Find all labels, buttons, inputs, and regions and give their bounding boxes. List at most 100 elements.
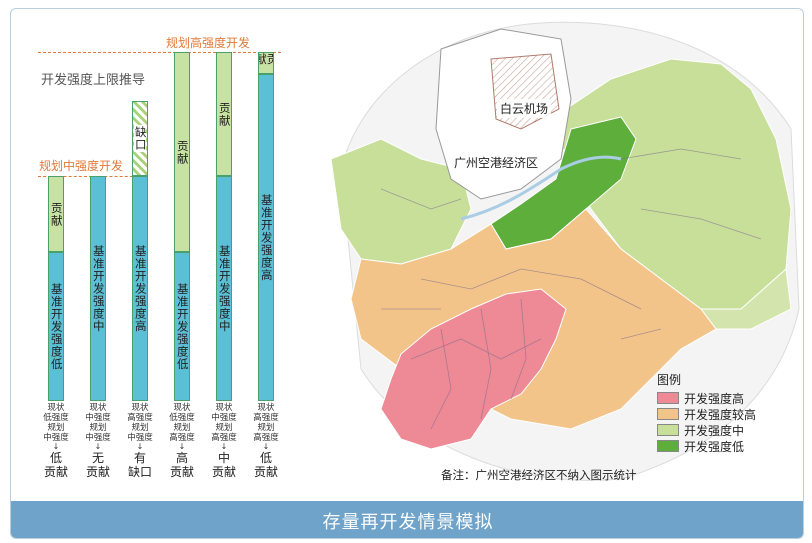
bar-5-base-segment-label: 基准开发强度中 (217, 244, 232, 333)
legend-label: 开发强度低 (684, 439, 745, 454)
legend-item: 开发强度高 (657, 390, 797, 406)
legend-label: 开发强度中 (684, 423, 745, 438)
caption-result: 低 (49, 451, 62, 465)
banner-title: 存量再开发情景模拟 (322, 511, 494, 533)
region-high-intensity (380, 288, 567, 450)
bar-6-caption: 现状 高强度 规划 高强度 ↓ 低贡献 (246, 403, 286, 479)
caption-line: 现状 (215, 403, 233, 413)
bar-4-contribution-segment: 贡献 (174, 52, 190, 252)
caption-line: 高强度 (253, 433, 279, 443)
bar-3-base-segment-label: 基准开发强度高 (133, 244, 148, 333)
caption-result: 缺口 (127, 465, 152, 479)
legend-item: 开发强度较高 (657, 406, 797, 422)
map-note: 备注：广州空港经济区不纳入图示统计 (441, 468, 637, 482)
legend-item: 开发强度低 (657, 438, 797, 454)
caption-result: 贡献 (169, 465, 194, 479)
bar-6-contribution-segment: 贡献 (258, 52, 274, 74)
caption-line: 高强度 (127, 413, 153, 423)
legend-swatch (657, 424, 679, 436)
bar-1-contribution-segment: 贡献 (48, 176, 64, 252)
caption-result: 高 (175, 451, 188, 465)
caption-line: 中强度 (85, 413, 111, 423)
bar-1-contribution-segment-label: 贡献 (49, 201, 64, 227)
caption-result: 贡献 (43, 465, 68, 479)
caption-result: 有 (133, 451, 146, 465)
caption-line: 现状 (173, 403, 191, 413)
airport-label: 白云机场 (497, 99, 552, 118)
caption-result: 中 (217, 451, 230, 465)
map-legend: 图例 开发强度高 开发强度较高 开发强度中 开发强度低 (657, 371, 797, 454)
down-arrow-icon: ↓ (52, 442, 60, 451)
legend-swatch (657, 392, 679, 404)
district-boundaries (380, 148, 762, 430)
legend-label: 开发强度高 (684, 391, 745, 406)
diagram-title: 开发强度上限推导 (41, 73, 146, 88)
caption-line: 中强度 (127, 433, 153, 443)
bar-2-base-segment-label: 基准开发强度中 (91, 244, 106, 333)
caption-line: 高强度 (169, 433, 195, 443)
bar-5-contribution-segment-label: 贡献 (217, 101, 232, 127)
district-map: 白云机场 广州空港经济区 图例 开发强度高 开发强度较高 开发强度中 开发强度低 备注… (321, 9, 803, 499)
bar-6-base-segment: 基准开发强度高 (258, 74, 274, 401)
bar-4-caption: 现状 低强度 规划 高强度 ↓ 高贡献 (162, 403, 202, 479)
bar-4-contribution-segment-label: 贡献 (175, 139, 190, 165)
legend-items: 开发强度高 开发强度较高 开发强度中 开发强度低 (657, 390, 797, 454)
caption-result: 低 (259, 451, 272, 465)
caption-result: 贡献 (211, 465, 236, 479)
caption-line: 高强度 (211, 433, 237, 443)
bar-3-base-segment: 基准开发强度高 (132, 176, 148, 401)
intensity-derivation-diagram: 规划高强度开发 开发强度上限推导 规划中强度开发 基准开发强度低 贡献 基准开发强度… (11, 9, 311, 499)
bar-4-base-segment-label: 基准开发强度低 (175, 282, 190, 371)
bar-3-caption: 现状 高强度 规划 中强度 ↓ 有缺口 (120, 403, 160, 479)
caption-line: 低强度 (43, 413, 69, 423)
caption-line: 现状 (131, 403, 149, 413)
caption-line: 低强度 (169, 413, 195, 423)
figure-frame: 规划高强度开发 开发强度上限推导 规划中强度开发 基准开发强度低 贡献 基准开发强度… (10, 8, 804, 539)
down-arrow-icon: ↓ (220, 442, 228, 451)
caption-result: 贡献 (85, 465, 110, 479)
bottom-banner: 存量再开发情景模拟 (11, 501, 803, 538)
bar-1-caption: 现状 低强度 规划 中强度 ↓ 低贡献 (36, 403, 76, 479)
bar-5-base-segment: 基准开发强度中 (216, 176, 232, 401)
caption-line: 规划 (47, 423, 65, 433)
down-arrow-icon: ↓ (94, 442, 102, 451)
legend-swatch (657, 408, 679, 420)
region-mid-intensity-west (330, 138, 472, 265)
caption-line: 现状 (89, 403, 107, 413)
bar-4-base-segment: 基准开发强度低 (174, 252, 190, 401)
caption-line: 规划 (257, 423, 275, 433)
high-intensity-level-label: 规划高强度开发 (166, 36, 251, 50)
caption-line: 中强度 (43, 433, 69, 443)
down-arrow-icon: ↓ (262, 442, 270, 451)
legend-swatch (657, 440, 679, 452)
caption-line: 中强度 (211, 413, 237, 423)
bar-3-gap-segment-label: 缺口 (133, 125, 148, 152)
caption-line: 规划 (89, 423, 107, 433)
bar-3-gap-segment: 缺口 (132, 101, 148, 176)
caption-line: 规划 (173, 423, 191, 433)
bar-1-base-segment-label: 基准开发强度低 (49, 282, 64, 371)
caption-line: 中强度 (85, 433, 111, 443)
bar-6-base-segment-label: 基准开发强度高 (259, 193, 274, 282)
mid-intensity-level-line (38, 176, 138, 177)
river (460, 155, 622, 221)
bar-5-caption: 现状 中强度 规划 高强度 ↓ 中贡献 (204, 403, 244, 479)
caption-line: 高强度 (253, 413, 279, 423)
caption-result: 贡献 (253, 465, 278, 479)
bar-1-base-segment: 基准开发强度低 (48, 252, 64, 401)
high-intensity-level-line (38, 52, 281, 53)
bar-5-contribution-segment: 贡献 (216, 52, 232, 176)
mid-intensity-level-label: 规划中强度开发 (39, 159, 124, 173)
down-arrow-icon: ↓ (136, 442, 144, 451)
caption-result: 无 (91, 451, 104, 465)
legend-label: 开发强度较高 (684, 407, 757, 422)
caption-line: 规划 (131, 423, 149, 433)
bar-2-base-segment: 基准开发强度中 (90, 176, 106, 401)
down-arrow-icon: ↓ (178, 442, 186, 451)
bar-6-contribution-segment-label: 贡献 (258, 53, 274, 66)
bar-2-caption: 现状 中强度 规划 中强度 ↓ 无贡献 (78, 403, 118, 479)
zone-label: 广州空港经济区 (451, 153, 542, 172)
legend-title: 图例 (657, 373, 682, 387)
caption-line: 现状 (257, 403, 275, 413)
legend-item: 开发强度中 (657, 422, 797, 438)
